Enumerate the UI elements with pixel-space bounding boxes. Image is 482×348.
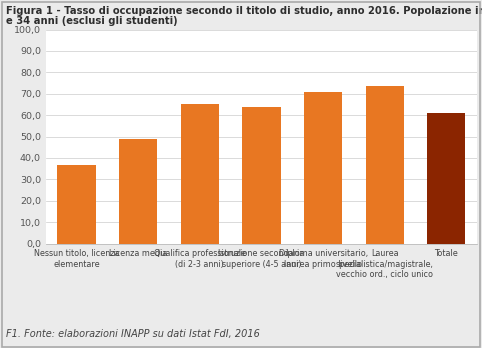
Bar <box>304 92 342 244</box>
Bar <box>181 104 219 244</box>
Text: Figura 1 - Tasso di occupazione secondo il titolo di studio, anno 2016. Popolazi: Figura 1 - Tasso di occupazione secondo … <box>6 5 482 16</box>
Bar <box>57 166 96 244</box>
Bar <box>119 139 157 244</box>
Text: F1. Fonte: elaborazioni INAPP su dati Istat FdI, 2016: F1. Fonte: elaborazioni INAPP su dati Is… <box>6 329 260 339</box>
Text: e 34 anni (esclusi gli studenti): e 34 anni (esclusi gli studenti) <box>6 16 177 26</box>
Bar <box>242 107 281 244</box>
Bar <box>366 86 404 244</box>
Bar <box>427 113 466 244</box>
